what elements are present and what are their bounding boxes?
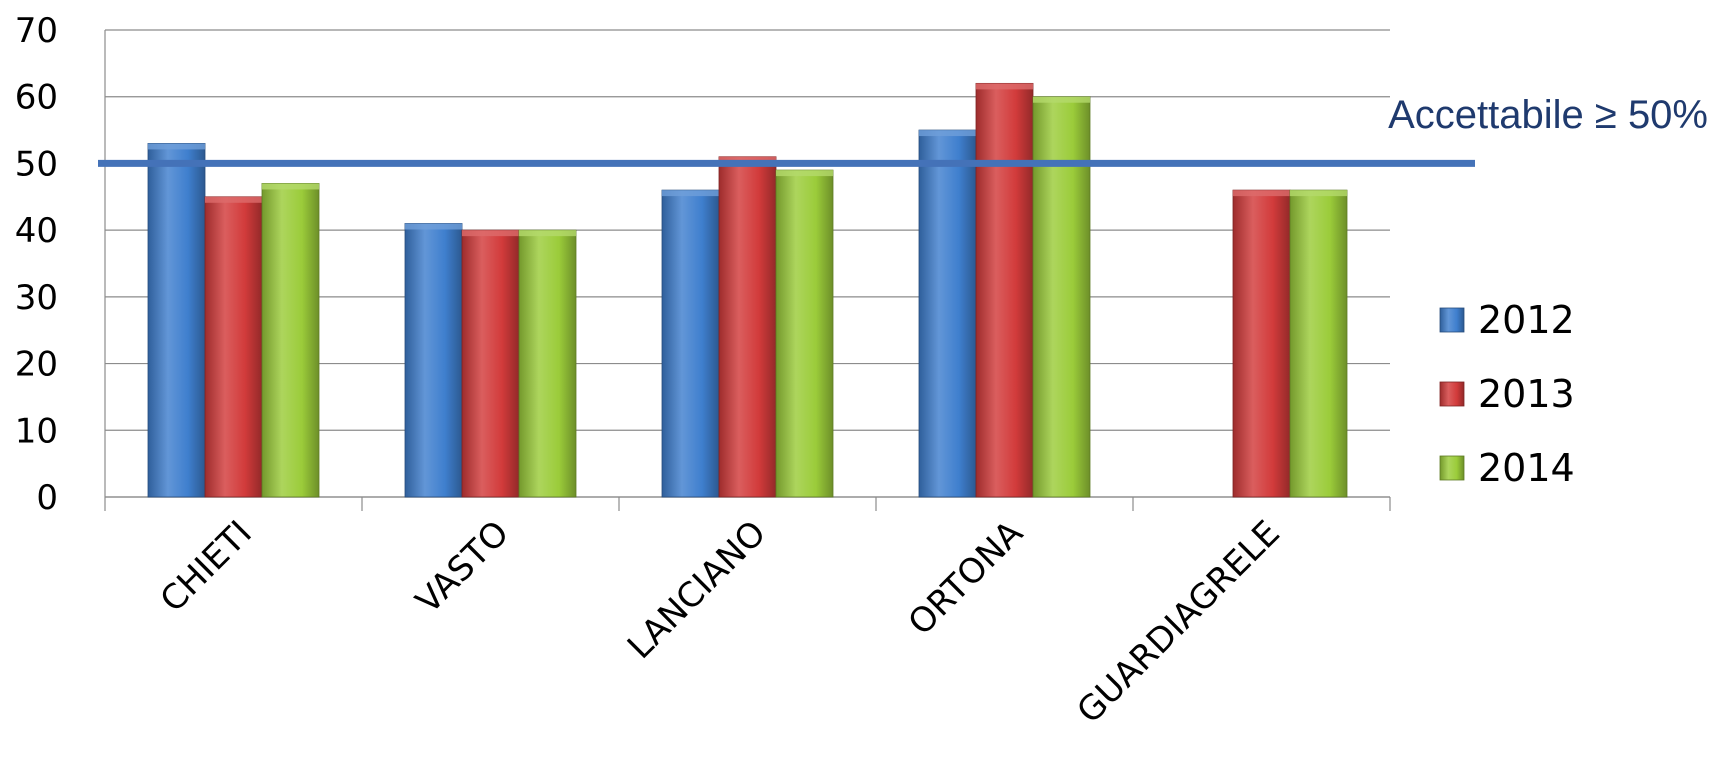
bar-top-highlight (1233, 190, 1290, 197)
y-tick-label: 60 (15, 78, 58, 118)
legend-swatch (1439, 381, 1465, 407)
bar-top-highlight (148, 143, 205, 150)
y-tick-label: 50 (15, 144, 58, 184)
bar-2014-guardiagrele (1289, 189, 1348, 498)
bar-2012-ortona (918, 129, 977, 498)
bar-2013-lanciano (718, 156, 777, 498)
bar-2013-guardiagrele (1232, 189, 1291, 498)
y-tick-label: 70 (15, 11, 58, 51)
bar-2012-lanciano (661, 189, 720, 498)
legend-swatch (1439, 455, 1465, 481)
bar-top-highlight (1033, 96, 1090, 103)
bars (147, 82, 1348, 498)
y-tick-label: 40 (15, 211, 58, 251)
bar-2012-vasto (404, 223, 463, 498)
y-tick-label: 30 (15, 278, 58, 318)
bar-top-highlight (976, 83, 1033, 90)
y-tick-label: 0 (36, 478, 58, 518)
y-tick-label: 20 (15, 345, 58, 385)
bar-2014-ortona (1032, 96, 1091, 498)
legend-item-2013: 2013 (1439, 372, 1575, 416)
legend-item-2014: 2014 (1439, 446, 1575, 490)
bar-top-highlight (405, 223, 462, 230)
bar-2014-vasto (518, 229, 577, 498)
x-tick-label: VASTO (408, 513, 517, 622)
bar-top-highlight (462, 230, 519, 237)
bar-2012-chieti (147, 143, 206, 498)
bar-top-highlight (262, 183, 319, 190)
bar-top-highlight (919, 130, 976, 137)
bar-2014-chieti (261, 183, 320, 498)
threshold-label: Accettabile ≥ 50% (1388, 93, 1708, 137)
x-tick-labels: CHIETI VASTO LANCIANO ORTONA GUARDIAGRELE (153, 513, 1288, 731)
bar-2014-lanciano (775, 169, 834, 498)
legend-item-2012: 2012 (1439, 298, 1575, 342)
x-tick-label: ORTONA (901, 513, 1031, 643)
x-tick-label: CHIETI (153, 513, 260, 620)
bar-top-highlight (776, 170, 833, 177)
y-tick-labels: 0 10 20 30 40 50 60 70 (15, 11, 58, 518)
legend: 2012 2013 2014 (1439, 298, 1575, 490)
bar-2013-ortona (975, 82, 1034, 498)
bar-top-highlight (519, 230, 576, 237)
x-tick-label: GUARDIAGRELE (1069, 513, 1287, 731)
y-tick-label: 10 (15, 411, 58, 451)
legend-swatch (1439, 307, 1465, 333)
bar-top-highlight (662, 190, 719, 197)
legend-label: 2012 (1478, 298, 1575, 342)
legend-label: 2013 (1478, 372, 1575, 416)
x-tick-label: LANCIANO (620, 513, 774, 667)
bar-top-highlight (1290, 190, 1347, 197)
bar-2013-vasto (461, 229, 520, 498)
legend-label: 2014 (1478, 446, 1575, 490)
bar-2013-chieti (204, 196, 263, 498)
bar-top-highlight (205, 196, 262, 203)
bar-top-highlight (719, 156, 776, 163)
